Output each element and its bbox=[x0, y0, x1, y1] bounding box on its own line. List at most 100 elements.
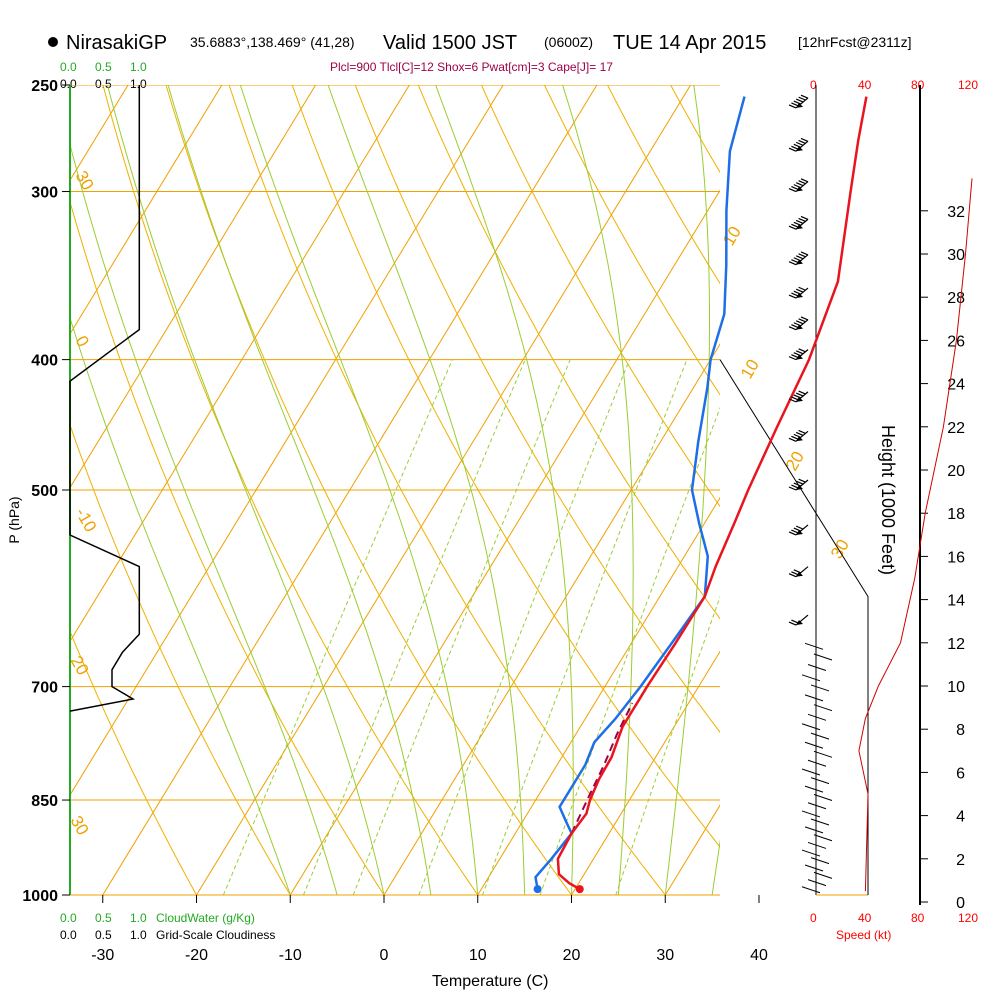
height-tick-label: 22 bbox=[947, 420, 965, 437]
speed-label: Speed (kt) bbox=[836, 928, 891, 942]
wind-barb-feather bbox=[791, 619, 799, 624]
wind-barb-feather bbox=[800, 316, 809, 321]
wind-barb-feather bbox=[791, 324, 799, 329]
moist-adiabat bbox=[70, 142, 338, 895]
wind-barb bbox=[788, 524, 809, 536]
wind-barb bbox=[788, 286, 809, 299]
wind-barb-low bbox=[807, 841, 827, 849]
height-tick-label: 30 bbox=[947, 247, 965, 264]
moist-adiabat bbox=[106, 85, 385, 895]
wind-barb-low bbox=[810, 857, 830, 865]
height-tick-label: 20 bbox=[947, 463, 965, 480]
dry-adiabat bbox=[480, 85, 720, 508]
moist-adiabat bbox=[167, 85, 432, 895]
wind-barb bbox=[788, 429, 809, 442]
forecast-label: [12hrFcst@2311z] bbox=[798, 34, 912, 50]
wind-barb-feather bbox=[798, 139, 806, 144]
wind-barb bbox=[788, 566, 809, 578]
wind-barb-feather bbox=[793, 290, 802, 295]
isotherm-label: 10 bbox=[737, 356, 763, 382]
x-tick-label: 40 bbox=[750, 947, 768, 964]
wind-barb-feather bbox=[795, 141, 804, 146]
height-speed-curve bbox=[858, 178, 973, 892]
wind-barb-feather bbox=[788, 294, 797, 299]
surface-dewpoint-point bbox=[533, 885, 542, 894]
wind-barb-low bbox=[804, 694, 824, 702]
speed-tick-bottom-0: 0 bbox=[810, 911, 817, 925]
wind-barb bbox=[788, 614, 809, 626]
wind-barb-feather bbox=[788, 437, 797, 442]
wind-barb-flag bbox=[796, 620, 803, 626]
wind-barb-low bbox=[813, 834, 833, 842]
wind-barb-feather bbox=[793, 527, 802, 532]
cloudwater-tick-bottom-0: 0.0 bbox=[60, 911, 77, 925]
cloudwater-tick-0: 0.0 bbox=[60, 60, 77, 74]
wind-barb-feather bbox=[798, 253, 806, 258]
x-tick-label: 10 bbox=[469, 947, 487, 964]
y-axis-label: P (hPa) bbox=[6, 496, 22, 543]
wind-barb-feather bbox=[791, 484, 799, 489]
stability-params: Plcl=900 Tlcl[C]=12 Shox=6 Pwat[cm]=3 Ca… bbox=[330, 60, 613, 74]
pressure-tick-label: 500 bbox=[31, 483, 58, 500]
mixing-ratio-line bbox=[303, 359, 526, 895]
wind-barb-feather bbox=[791, 292, 799, 297]
pressure-tick-label: 850 bbox=[31, 793, 58, 810]
wind-barb-flag bbox=[796, 146, 803, 152]
pressure-tick-label: 1000 bbox=[22, 888, 58, 905]
wind-barb bbox=[788, 316, 809, 331]
wind-barb-feather bbox=[800, 137, 809, 143]
wind-barb-low bbox=[807, 713, 827, 721]
wind-barb bbox=[788, 94, 809, 109]
speed-tick-bottom-3: 120 bbox=[958, 911, 978, 925]
wind-barb-feather bbox=[793, 143, 802, 148]
wind-barb-flag bbox=[796, 396, 803, 402]
isotherm-label: 0 bbox=[72, 333, 93, 351]
isotherm-line bbox=[70, 85, 317, 489]
wind-barb-feather bbox=[791, 186, 799, 191]
wind-barb-feather bbox=[800, 251, 809, 256]
wind-barb-flag bbox=[796, 529, 803, 535]
x-tick-label: -30 bbox=[91, 947, 114, 964]
wind-barb-feather bbox=[798, 96, 806, 101]
height-tick-label: 28 bbox=[947, 290, 965, 307]
isotherm-line bbox=[570, 650, 720, 895]
wind-barb-low bbox=[801, 723, 821, 731]
wind-barb-feather bbox=[791, 102, 799, 107]
wind-barb-low bbox=[801, 810, 821, 818]
valid-date: TUE 14 Apr 2015 bbox=[613, 32, 766, 54]
wind-barb-feather bbox=[795, 182, 804, 187]
wind-barb bbox=[788, 478, 809, 491]
wind-barb-feather bbox=[793, 257, 802, 262]
wind-barb-low bbox=[810, 818, 830, 826]
mixing-ratio-label: 12 bbox=[530, 895, 550, 915]
isotherm-line bbox=[742, 61, 1000, 923]
wind-barb-feather bbox=[791, 435, 799, 440]
wind-barb-flag bbox=[796, 293, 803, 299]
wind-barb-feather bbox=[788, 326, 797, 331]
mixing-ratio-line bbox=[615, 595, 720, 895]
height-axis-label: Height (1000 Feet) bbox=[878, 425, 898, 575]
wind-barb-low bbox=[807, 879, 827, 887]
wind-barb-low bbox=[813, 653, 833, 661]
wind-barb-low bbox=[801, 849, 821, 857]
wind-barb-feather bbox=[793, 482, 802, 487]
isotherm-line bbox=[477, 496, 720, 895]
wind-barb-feather bbox=[791, 354, 799, 359]
wind-barb-low bbox=[807, 664, 827, 671]
wind-barb-feather bbox=[795, 350, 804, 355]
wind-barb-low bbox=[813, 750, 833, 758]
dry-adiabat bbox=[720, 61, 1000, 923]
wind-barb-feather bbox=[795, 255, 804, 260]
wind-barb-feather bbox=[795, 98, 804, 103]
mixing-ratio-label: 8 bbox=[473, 901, 490, 915]
wind-barb-feather bbox=[788, 147, 797, 152]
wind-barb bbox=[788, 137, 809, 152]
height-tick-label: 24 bbox=[947, 377, 965, 394]
wind-barb bbox=[788, 390, 809, 403]
wind-barb-low bbox=[804, 826, 824, 834]
x-tick-label: -20 bbox=[185, 947, 208, 964]
cloudwater-tick-1: 0.5 bbox=[95, 60, 112, 74]
mixing-ratio-label: 20 bbox=[605, 895, 625, 915]
x-tick-label: 0 bbox=[380, 947, 389, 964]
